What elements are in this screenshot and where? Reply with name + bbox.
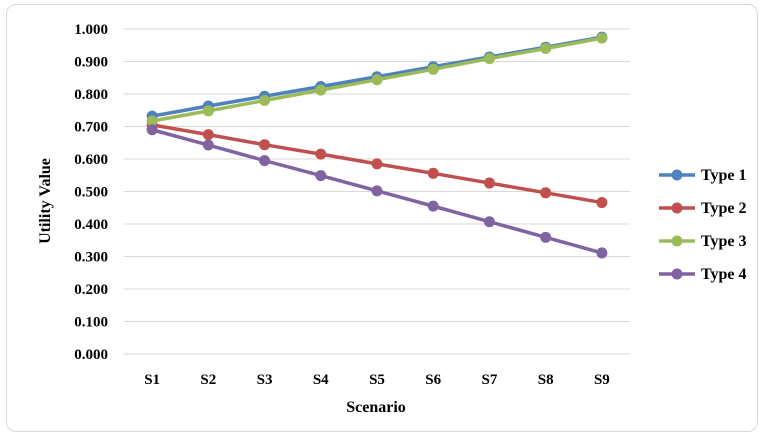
data-point <box>371 185 383 197</box>
x-tick-label: S4 <box>313 372 329 388</box>
legend-label: Type 3 <box>701 233 746 250</box>
data-point <box>427 63 439 75</box>
y-tick-label: 0.800 <box>74 87 108 103</box>
legend-label: Type 4 <box>701 266 746 283</box>
x-tick-label: S3 <box>257 372 273 388</box>
y-tick-label: 0.900 <box>74 55 108 71</box>
data-point <box>483 53 495 65</box>
legend-item: Type 4 <box>659 266 746 283</box>
y-axis-title: Utility Value <box>37 158 54 244</box>
data-point <box>315 148 327 160</box>
x-axis-ticks: S1 S2 S3 S4 S5 S6 S7 S8 S9 <box>144 372 610 388</box>
data-point <box>259 139 271 151</box>
series-group <box>146 31 608 259</box>
data-point <box>202 129 214 141</box>
x-axis-title: Scenario <box>346 399 406 416</box>
legend-label: Type 1 <box>701 167 746 184</box>
y-tick-label: 0.500 <box>74 185 108 201</box>
legend-item: Type 2 <box>659 200 746 217</box>
x-tick-label: S8 <box>538 372 554 388</box>
y-tick-label: 1.000 <box>74 22 108 38</box>
x-tick-label: S6 <box>425 372 441 388</box>
data-point <box>540 43 552 54</box>
x-tick-label: S2 <box>200 372 216 388</box>
data-point <box>202 139 214 151</box>
data-point <box>427 167 439 179</box>
data-point <box>427 200 439 212</box>
legend-item: Type 3 <box>659 233 746 250</box>
data-point <box>315 84 327 96</box>
y-tick-label: 0.000 <box>74 347 108 363</box>
data-point <box>596 32 608 44</box>
data-point <box>202 105 214 117</box>
y-tick-label: 0.400 <box>74 217 108 233</box>
data-point <box>483 216 495 228</box>
data-point <box>540 187 552 199</box>
gridlines <box>124 28 630 322</box>
data-point <box>259 95 271 106</box>
y-tick-label: 0.300 <box>74 250 108 266</box>
legend-swatch-marker <box>671 235 683 247</box>
y-axis-ticks: 0.000 0.100 0.200 0.300 0.400 0.500 0.600 0.700… <box>74 22 108 363</box>
legend-label: Type 2 <box>701 200 746 217</box>
legend-swatch-marker <box>671 202 683 214</box>
x-tick-label: S5 <box>369 372 385 388</box>
series-3 <box>146 32 608 127</box>
legend-swatch-marker <box>671 169 683 181</box>
y-tick-label: 0.700 <box>74 120 108 136</box>
x-tick-label: S7 <box>482 372 498 388</box>
data-point <box>371 158 383 170</box>
data-point <box>315 170 327 182</box>
data-point <box>371 74 383 86</box>
data-point <box>596 197 608 209</box>
data-point <box>146 124 158 136</box>
data-point <box>259 155 271 167</box>
data-point <box>596 247 608 259</box>
x-tick-label: S1 <box>144 372 160 388</box>
legend-swatch-marker <box>671 268 683 280</box>
y-tick-label: 0.100 <box>74 315 108 331</box>
legend: Type 1 Type 2 Type 3 Type 4 <box>659 167 746 283</box>
data-point <box>540 231 552 243</box>
series-4 <box>146 124 608 259</box>
y-tick-label: 0.200 <box>74 282 108 298</box>
data-point <box>483 177 495 189</box>
x-tick-label: S9 <box>594 372 610 388</box>
legend-item: Type 1 <box>659 167 746 184</box>
data-point <box>146 115 158 127</box>
y-tick-label: 0.600 <box>74 152 108 168</box>
